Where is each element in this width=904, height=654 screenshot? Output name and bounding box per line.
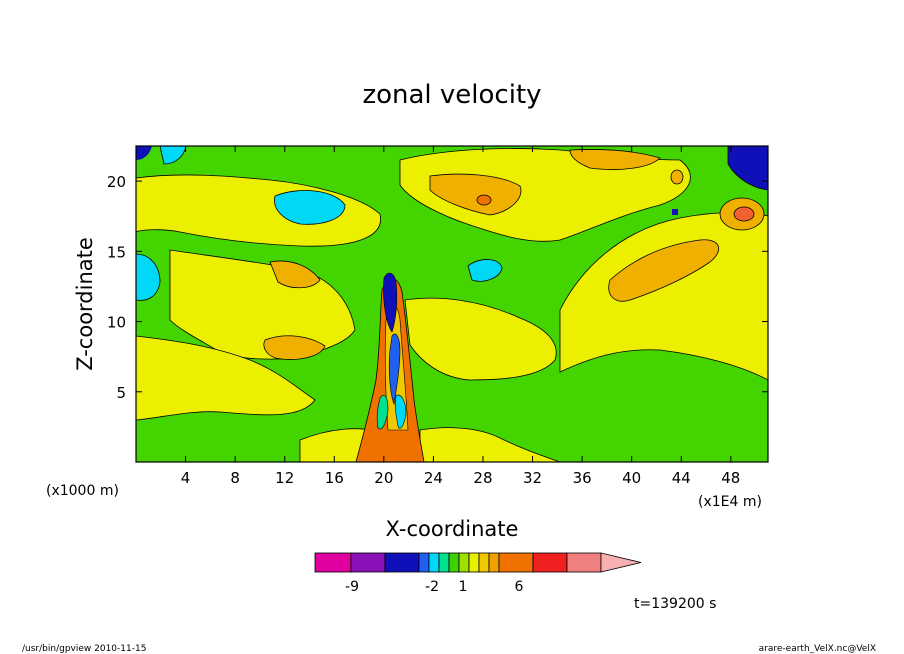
- plume-blue-lower: [388, 333, 401, 406]
- colorbar-bin: [428, 552, 440, 573]
- orange-region-top2: [569, 149, 661, 170]
- y-axis: 5 10 15 20: [107, 173, 768, 402]
- colorbar-bin: [418, 552, 430, 573]
- chart-title: zonal velocity: [362, 80, 541, 110]
- orange-region-right: [608, 239, 720, 302]
- x-unit-left: (x1000 m): [46, 483, 119, 499]
- colorbar-bin: [314, 552, 352, 573]
- x-tick-label: 36: [573, 469, 592, 487]
- colorbar-bin: [350, 552, 386, 573]
- colorbar-bin: [384, 552, 420, 573]
- x-tick-label: 8: [230, 469, 240, 487]
- plume-blue: [383, 272, 398, 333]
- orange-spot-small: [476, 194, 492, 206]
- colorbar: -9 -2 1 6: [314, 552, 642, 595]
- x-tick-label: 24: [424, 469, 443, 487]
- colorbar-tick-label: 1: [459, 579, 468, 595]
- colorbar-bin: [478, 552, 490, 573]
- blue-spot: [672, 209, 678, 215]
- plume-green: [376, 395, 389, 430]
- orange-region-mid: [269, 260, 321, 289]
- y-tick-label: 5: [116, 384, 126, 402]
- plot-frame: [135, 145, 769, 463]
- colorbar-tick-label: 6: [515, 579, 524, 595]
- colorbar-bin: [458, 552, 470, 573]
- plume-cyan: [394, 394, 407, 429]
- x-tick-label: 4: [181, 469, 191, 487]
- x-unit-right: (x1E4 m): [698, 494, 762, 510]
- yellow-region-top-right: [399, 148, 691, 242]
- x-tick-label: 12: [275, 469, 294, 487]
- yellow-region-lower-left: [136, 335, 316, 421]
- cyan-region-upper: [274, 190, 346, 225]
- y-tick-label: 15: [107, 243, 126, 261]
- x-tick-label: 28: [473, 469, 492, 487]
- y-axis-label: Z-coordinate: [73, 237, 97, 371]
- orange-spot-top: [670, 169, 684, 185]
- time-label: t=139200 s: [634, 596, 716, 612]
- colorbar-tick-label: -9: [345, 579, 359, 595]
- orange-region-top: [429, 173, 522, 216]
- red-spot-right: [733, 206, 755, 222]
- y-tick-label: 10: [107, 314, 126, 332]
- x-tick-label: 16: [325, 469, 344, 487]
- cyan-region-left: [136, 253, 161, 301]
- yellow-region-bottom-right: [419, 427, 561, 462]
- blue-region-top-left: [136, 146, 152, 160]
- x-tick-label: 48: [721, 469, 740, 487]
- colorbar-bin: [438, 552, 450, 573]
- yellow-region-center: [404, 297, 557, 381]
- x-tick-label: 44: [672, 469, 691, 487]
- x-tick-label: 40: [622, 469, 641, 487]
- colorbar-bin: [488, 552, 500, 573]
- footer-right: arare-earth_VelX.nc@VelX: [759, 644, 876, 654]
- x-axis-label: X-coordinate: [386, 517, 519, 541]
- colorbar-bin: [448, 552, 460, 573]
- footer-left: /usr/bin/gpview 2010-11-15: [22, 644, 146, 654]
- x-tick-label: 32: [523, 469, 542, 487]
- colorbar-bin: [532, 552, 568, 573]
- x-tick-label: 20: [374, 469, 393, 487]
- contour-field: [136, 146, 768, 462]
- y-tick-label: 20: [107, 173, 126, 191]
- x-axis: 4 8 12 16 20 24 28 32 36 40 44 48: [181, 146, 740, 487]
- colorbar-bin: [566, 552, 602, 573]
- cyan-region-center: [467, 259, 503, 282]
- colorbar-tick-label: -2: [425, 579, 439, 595]
- colorbar-bin: [498, 552, 534, 573]
- colorbar-extension: [600, 552, 642, 573]
- orange-region-left: [263, 335, 326, 360]
- colorbar-bin: [468, 552, 480, 573]
